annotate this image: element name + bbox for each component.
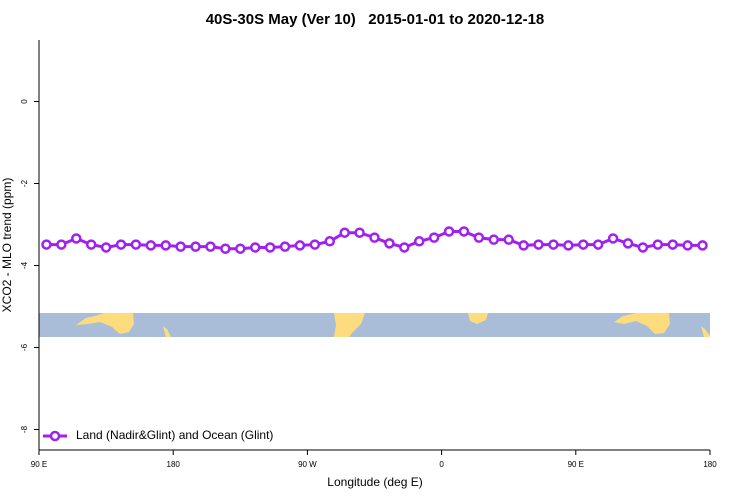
data-point: [324, 236, 336, 247]
legend-marker: [49, 430, 61, 442]
data-point: [339, 227, 350, 238]
data-point: [458, 226, 470, 237]
data-point: [175, 241, 186, 252]
y-tick-label: -6: [20, 343, 29, 351]
data-point: [220, 243, 231, 254]
data-point: [428, 232, 440, 243]
y-tick-label: -2: [20, 179, 29, 187]
data-point: [443, 226, 455, 237]
data-point: [652, 239, 664, 250]
data-point: [264, 242, 276, 253]
data-point: [145, 240, 157, 251]
x-tick-label: 90 W: [298, 460, 317, 469]
data-point: [160, 240, 171, 251]
data-point: [473, 232, 485, 243]
data-point: [190, 241, 201, 252]
data-point: [503, 234, 514, 245]
data-point: [592, 239, 604, 250]
data-point: [399, 242, 410, 253]
data-point: [682, 240, 693, 251]
data-point: [279, 241, 291, 252]
x-tick-label: 180: [703, 460, 717, 469]
data-point: [384, 238, 395, 249]
data-point: [697, 240, 708, 251]
data-point: [85, 239, 97, 250]
data-point: [488, 234, 500, 245]
data-point: [56, 239, 67, 250]
data-point: [622, 238, 634, 249]
data-point: [533, 239, 544, 250]
data-point: [309, 239, 321, 250]
x-tick-label: 90 E: [568, 460, 584, 469]
legend-item: Land (Nadir&Glint) and Ocean (Glint): [43, 428, 273, 442]
y-axis-title: XCO2 - MLO trend (ppm): [0, 178, 14, 313]
x-tick-label: 0: [439, 460, 444, 469]
data-point: [563, 240, 574, 251]
data-point: [667, 239, 678, 250]
legend-label: Land (Nadir&Glint) and Ocean (Glint): [76, 428, 273, 442]
data-point: [71, 233, 82, 244]
data-point: [354, 227, 365, 238]
data-point: [100, 242, 112, 253]
data-point: [235, 243, 246, 254]
map-strip: [39, 313, 710, 337]
data-point: [249, 242, 261, 253]
data-point: [637, 242, 649, 253]
data-point: [413, 236, 425, 247]
data-point: [115, 239, 127, 250]
data-point: [548, 239, 559, 250]
data-point: [369, 232, 380, 243]
data-point: [41, 239, 52, 250]
x-axis-title: Longitude (deg E): [327, 475, 422, 489]
data-point: [607, 233, 619, 244]
chart-title: 40S-30S May (Ver 10) 2015-01-01 to 2020-…: [206, 11, 545, 28]
data-point: [518, 240, 529, 251]
data-point: [294, 240, 306, 251]
y-tick-label: -8: [20, 425, 29, 433]
x-tick-label: 90 E: [31, 460, 47, 469]
y-tick-label: 0: [20, 99, 29, 104]
x-tick-label: 180: [167, 460, 181, 469]
y-tick-label: -4: [20, 261, 29, 269]
data-point: [205, 241, 216, 252]
data-point: [130, 239, 142, 250]
data-point: [578, 239, 589, 250]
